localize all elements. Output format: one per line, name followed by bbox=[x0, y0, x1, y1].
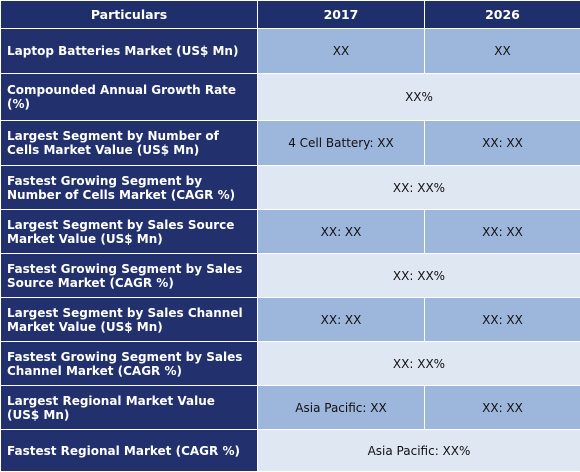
value-2017: XX bbox=[258, 29, 425, 74]
table-row: Fastest Growing Segment by Number of Cel… bbox=[1, 166, 580, 210]
row-label: Fastest Growing Segment by Sales Source … bbox=[1, 254, 258, 298]
value-2017: XX: XX bbox=[258, 298, 425, 342]
table-row: Fastest Growing Segment by Sales Channel… bbox=[1, 342, 580, 386]
row-label: Largest Segment by Sales Source Market V… bbox=[1, 210, 258, 254]
table-row: Largest Segment by Number of Cells Marke… bbox=[1, 121, 580, 166]
value-2017: 4 Cell Battery: XX bbox=[258, 121, 425, 166]
row-label: Compounded Annual Growth Rate (%) bbox=[1, 74, 258, 121]
row-label: Largest Regional Market Value (US$ Mn) bbox=[1, 386, 258, 430]
row-label: Largest Segment by Sales Channel Market … bbox=[1, 298, 258, 342]
row-label: Fastest Growing Segment by Sales Channel… bbox=[1, 342, 258, 386]
table-header-row: Particulars 2017 2026 bbox=[1, 1, 580, 29]
value-merged: XX: XX% bbox=[258, 166, 580, 210]
table-row: Fastest Growing Segment by Sales Source … bbox=[1, 254, 580, 298]
value-merged: Asia Pacific: XX% bbox=[258, 430, 580, 472]
value-2026: XX: XX bbox=[425, 386, 580, 430]
value-2026: XX: XX bbox=[425, 210, 580, 254]
table-row: Largest Regional Market Value (US$ Mn) A… bbox=[1, 386, 580, 430]
value-2026: XX: XX bbox=[425, 298, 580, 342]
table-row: Largest Segment by Sales Channel Market … bbox=[1, 298, 580, 342]
table-row: Fastest Regional Market (CAGR %) Asia Pa… bbox=[1, 430, 580, 472]
table-row: Largest Segment by Sales Source Market V… bbox=[1, 210, 580, 254]
value-2017: XX: XX bbox=[258, 210, 425, 254]
value-2026: XX bbox=[425, 29, 580, 74]
value-merged: XX% bbox=[258, 74, 580, 121]
table-row: Compounded Annual Growth Rate (%) XX% bbox=[1, 74, 580, 121]
row-label: Fastest Regional Market (CAGR %) bbox=[1, 430, 258, 472]
table-row: Laptop Batteries Market (US$ Mn) XX XX bbox=[1, 29, 580, 74]
header-particulars: Particulars bbox=[1, 1, 258, 29]
value-merged: XX: XX% bbox=[258, 254, 580, 298]
value-2026: XX: XX bbox=[425, 121, 580, 166]
header-year-2026: 2026 bbox=[425, 1, 580, 29]
row-label: Laptop Batteries Market (US$ Mn) bbox=[1, 29, 258, 74]
value-merged: XX: XX% bbox=[258, 342, 580, 386]
header-year-2017: 2017 bbox=[258, 1, 425, 29]
value-2017: Asia Pacific: XX bbox=[258, 386, 425, 430]
row-label: Fastest Growing Segment by Number of Cel… bbox=[1, 166, 258, 210]
row-label: Largest Segment by Number of Cells Marke… bbox=[1, 121, 258, 166]
